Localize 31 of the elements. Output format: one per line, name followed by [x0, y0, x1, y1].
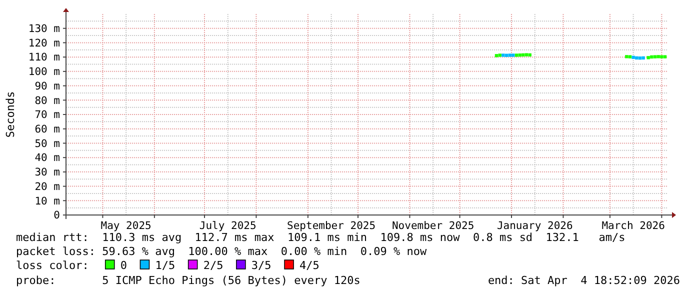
y-tick-label: 130 m [28, 23, 60, 36]
text: packet loss: 59.63 % avg 100.00 % max 0.00 % min 0.09 % now [16, 245, 427, 258]
legend-title: loss color: [16, 259, 89, 272]
legend-label: 1/5 [155, 259, 176, 272]
text: probe: 5 ICMP Echo Pings (56 Bytes) every 120s [16, 274, 360, 287]
legend-label: 2/5 [203, 259, 224, 272]
y-axis-title: Seconds [4, 91, 17, 138]
y-tick-label: 30 m [34, 166, 60, 179]
legend-label: 3/5 [251, 259, 272, 272]
y-tick-label: 90 m [34, 80, 60, 92]
y-tick-label: 110 m [28, 52, 60, 64]
x-tick-label: September 2025 [287, 220, 376, 232]
x-tick-label: March 2026 [602, 220, 665, 232]
y-tick-label: 120 m [28, 37, 60, 50]
y-tick-label: 40 m [34, 152, 60, 164]
y-tick-label: 60 m [34, 124, 60, 136]
y-tick-label: 20 m [34, 180, 60, 193]
x-tick-label: November 2025 [392, 220, 474, 232]
x-tick-label: May 2025 [100, 220, 152, 232]
y-tick-label: 100 m [28, 66, 60, 78]
y-tick-label: 70 m [34, 109, 60, 122]
x-tick-label: July 2025 [199, 220, 256, 232]
legend-label: 4/5 [300, 259, 320, 272]
legend-label: 0 [120, 259, 127, 272]
text: end: Sat Apr 4 18:52:09 2026 [488, 274, 680, 287]
y-tick-label: 10 m [34, 195, 60, 208]
y-tick-label: 80 m [34, 94, 60, 107]
text: median rtt: 110.3 ms avg 112.7 ms max 109.1 ms min 109.8 ms now 0.8 ms sd 132.1 am/s [16, 231, 626, 244]
y-tick-label: 0 [54, 210, 60, 222]
x-tick-label: January 2026 [496, 220, 573, 232]
y-tick-label: 50 m [34, 138, 60, 150]
